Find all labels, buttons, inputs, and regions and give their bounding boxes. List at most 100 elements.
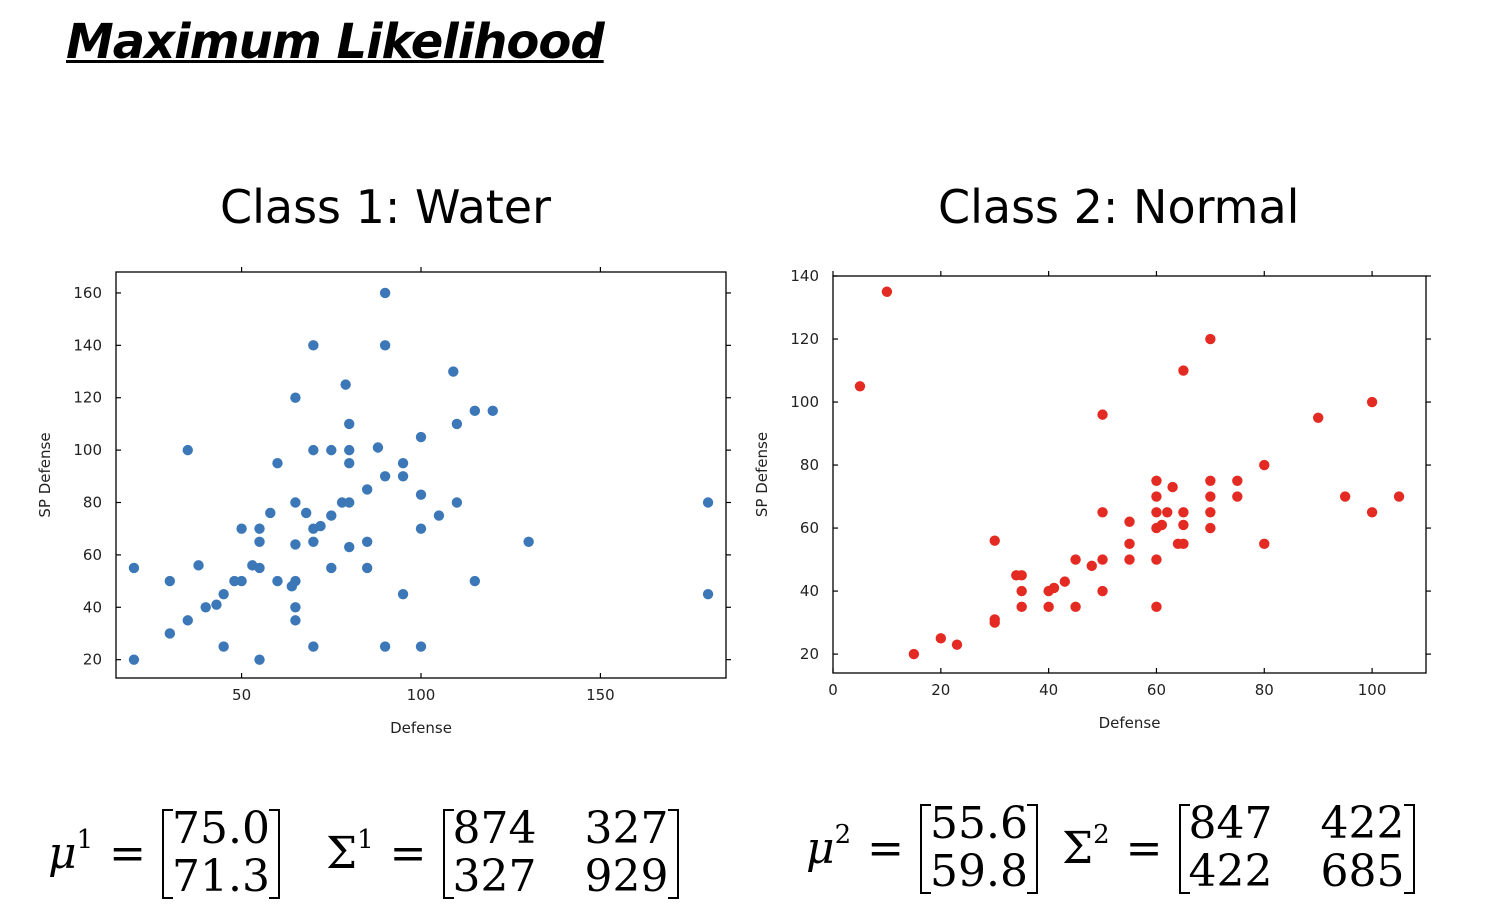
chart2-data-point <box>935 633 947 644</box>
chart1-data-point <box>211 599 222 610</box>
chart1-data-point <box>469 405 481 417</box>
chart2-data-point <box>1016 601 1027 613</box>
chart1-data-point <box>272 575 283 587</box>
chart2-data-point <box>1124 554 1135 565</box>
class2-equations: μ2 = 55.6 59.8 Σ2 = 847 422 422 685 <box>806 800 1415 896</box>
cov-value: 327 <box>584 803 669 854</box>
cov-value: 422 <box>1188 846 1273 897</box>
chart1-data-point <box>182 615 193 626</box>
cov-value: 685 <box>1320 846 1405 897</box>
cov-column: 422 685 <box>1321 800 1405 896</box>
chart1-data-point <box>448 366 459 377</box>
sigma-superscript: 1 <box>357 824 374 855</box>
chart1-data-point <box>200 602 211 613</box>
chart1-data-point <box>469 575 481 587</box>
chart1-data-point <box>397 458 409 469</box>
chart1-data-point <box>451 418 463 430</box>
chart1-data-point <box>218 641 229 652</box>
chart2-data-point <box>1043 601 1054 613</box>
chart1-data-point <box>308 641 319 652</box>
chart2-data-point <box>1205 522 1216 534</box>
chart1-y-tick-label: 100 <box>73 441 102 459</box>
chart2-data-point <box>1178 538 1189 550</box>
chart1-data-point <box>326 510 337 521</box>
chart2-data-point <box>908 648 920 660</box>
chart1-data-point <box>415 523 427 534</box>
chart2-data-point <box>1070 554 1081 565</box>
chart2-x-tick-label: 40 <box>1039 681 1058 699</box>
chart2-y-axis-label: SP Defense <box>753 432 771 517</box>
chart2-data-point <box>1178 507 1189 518</box>
chart2-data-point <box>1178 365 1189 376</box>
chart2-data-point <box>1393 491 1405 502</box>
chart1-data-point <box>487 405 498 417</box>
chart2-y-tick-label: 140 <box>790 267 819 285</box>
cov-column: 874 327 <box>453 805 537 901</box>
chart2-data-point <box>1167 481 1178 493</box>
chart2-data-point <box>1312 412 1324 423</box>
chart2-data-point <box>1178 519 1189 531</box>
chart1-data-point <box>415 641 427 652</box>
chart1-data-point <box>236 523 247 534</box>
chart1-data-point <box>290 392 301 403</box>
chart2-plot-frame <box>832 275 1427 674</box>
chart1-data-point <box>229 575 240 587</box>
mu-symbol: μ <box>48 827 77 879</box>
mu-symbol: μ <box>806 822 835 874</box>
class2-mean-vector: 55.6 59.8 <box>920 800 1038 896</box>
class1-equations: μ1 = 75.0 71.3 Σ1 = 874 327 327 929 <box>48 805 679 901</box>
mu-superscript: 2 <box>834 819 852 850</box>
chart1-data-point <box>523 536 534 547</box>
chart2-x-axis-label: Defense <box>1099 714 1161 732</box>
chart2-y-tick-label: 40 <box>800 582 819 600</box>
chart2-data-point <box>1151 554 1162 565</box>
mean-value: 75.0 <box>172 803 270 854</box>
class2-covariance-matrix: 847 422 422 685 <box>1178 800 1415 896</box>
sigma-superscript: 2 <box>1093 819 1110 850</box>
cov-value: 929 <box>584 851 669 902</box>
chart1-y-tick-label: 40 <box>83 598 102 616</box>
chart2-data-point <box>989 617 1000 628</box>
chart2-data-point <box>1016 570 1027 581</box>
chart2-x-tick-label: 60 <box>1147 681 1166 699</box>
chart1-y-tick-label: 80 <box>83 494 102 512</box>
chart1-y-tick-label: 160 <box>73 284 102 302</box>
chart1-data-point <box>128 654 140 665</box>
chart1-data-point <box>128 562 140 574</box>
chart2-data-point <box>1059 576 1071 587</box>
chart2-data-point <box>1366 396 1378 408</box>
cov-column: 847 422 <box>1189 800 1273 896</box>
chart2-data-point <box>1124 538 1135 550</box>
chart1-data-point <box>218 588 229 600</box>
chart2-x-tick-label: 100 <box>1358 681 1387 699</box>
chart2-data-point <box>1016 585 1027 597</box>
chart2-data-point <box>1097 554 1108 565</box>
chart2-data-point <box>1259 459 1270 471</box>
sigma-symbol: Σ <box>1062 822 1094 874</box>
equals-sign: = <box>1125 822 1163 874</box>
chart1-data-point <box>236 575 247 587</box>
chart1-data-point <box>272 458 283 469</box>
class2-mu-term: μ2 <box>806 819 852 874</box>
chart1-data-point <box>702 497 714 508</box>
chart2-data-point <box>1366 507 1378 518</box>
chart2-data-point <box>1097 409 1108 420</box>
chart2-data-point <box>1070 601 1081 613</box>
chart1-data-point <box>290 575 301 587</box>
chart1-data-point <box>326 444 337 456</box>
chart1-y-axis-label: SP Defense <box>36 432 54 517</box>
cov-column: 327 929 <box>585 805 669 901</box>
chart1-data-point <box>379 287 391 299</box>
equals-sign: = <box>109 827 147 879</box>
chart1-data-point <box>397 471 409 482</box>
chart1-data-point <box>308 536 319 547</box>
chart2-x-tick-label: 0 <box>828 681 838 699</box>
chart1-data-point <box>415 431 427 443</box>
chart1-data-point <box>290 615 301 626</box>
chart2-y-tick-label: 80 <box>800 456 819 474</box>
chart1-x-tick-label: 150 <box>586 686 615 704</box>
chart1-data-point <box>326 562 337 574</box>
chart1-data-point <box>290 602 301 613</box>
chart1-y-tick-label: 20 <box>83 651 102 669</box>
